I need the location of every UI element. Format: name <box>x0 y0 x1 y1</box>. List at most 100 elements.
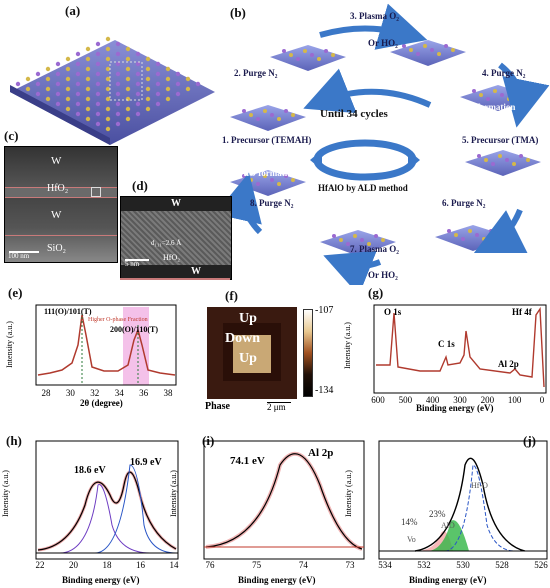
panel-j: (j) 534 532 530 528 526 Intensity (a.u.) Bin… <box>344 425 550 588</box>
atom-dot <box>115 111 121 117</box>
atom-dot <box>55 81 61 87</box>
atom-dot <box>115 81 121 87</box>
o1s-chart: 534 532 530 528 526 <box>378 440 548 570</box>
x-tick-label: 73 <box>346 560 356 570</box>
ald-cycle-diagram <box>214 3 550 285</box>
d-spacing-label: d₁₁₁=2.6 Å <box>151 239 182 247</box>
x-tick-label: 76 <box>206 560 216 570</box>
atom-dot <box>95 81 101 87</box>
ald-molecule <box>296 57 300 61</box>
atom-dot <box>35 71 41 77</box>
atom-dot <box>85 46 91 52</box>
atom-dot <box>135 101 141 107</box>
al2p-peak: 74.1 eV <box>230 455 265 467</box>
x-tick-label: 28 <box>42 388 52 398</box>
atom-dot <box>145 76 151 82</box>
atom-dot <box>105 76 111 82</box>
hf4f-chart: 22 20 18 16 14 <box>35 440 179 570</box>
ald-molecule <box>270 113 274 117</box>
crossbar-array-illustration <box>10 36 215 145</box>
hf4f-peak1: 18.6 eV <box>74 465 106 476</box>
ald-molecule <box>346 242 350 246</box>
atom-dot <box>75 91 81 97</box>
atom-dot <box>145 56 151 62</box>
panel-label-g: (g) <box>368 285 384 300</box>
atom-dot <box>115 61 121 67</box>
al2p-chart: 76 75 74 73 <box>203 440 365 570</box>
xrd-xlabel: 2θ (degree) <box>80 398 123 408</box>
atom-dot <box>145 66 151 72</box>
x-tick-label: 600 <box>371 395 385 405</box>
ald-molecule <box>277 182 281 186</box>
atom-dot <box>115 41 121 47</box>
atom-dot <box>175 71 181 77</box>
scale-bar-c: 100 nm <box>8 252 30 260</box>
atom-dot <box>155 101 161 107</box>
atom-dot <box>95 91 101 97</box>
o1s-vo: Vo <box>407 535 416 544</box>
ald-molecule <box>324 49 328 53</box>
ald-molecule <box>454 233 458 237</box>
atom-dot <box>105 116 111 122</box>
atom-dot <box>155 61 161 67</box>
atom-dot <box>165 86 171 92</box>
panel-f: (f) Up Down Up -107 -134 Phase 2 μm <box>195 285 365 415</box>
layer-w-bottom: W <box>51 209 62 221</box>
ald-molecule <box>486 97 490 101</box>
atom-dot <box>85 76 91 82</box>
atom-dot <box>165 76 171 82</box>
step-8-label: 8. Purge N₂ <box>250 198 294 208</box>
o1s-pct1: 14% <box>401 517 418 527</box>
ald-molecule <box>475 233 479 237</box>
atom-dot <box>65 56 71 62</box>
atom-dot <box>35 91 41 97</box>
atom-dot <box>135 71 141 77</box>
atom-dot <box>75 101 81 107</box>
d-bottom-w: W <box>191 266 201 277</box>
ald-molecule <box>484 158 488 162</box>
ald-molecule <box>284 109 288 113</box>
cbar-max: -107 <box>315 305 334 316</box>
layer-w-top: W <box>51 155 62 167</box>
atom-dot <box>155 71 161 77</box>
peak-hf4f: Hf 4f <box>512 307 532 317</box>
x-tick-label: 30 <box>66 388 76 398</box>
xrd-curve <box>37 314 176 376</box>
atom-dot <box>85 96 91 102</box>
ald-molecule <box>526 158 530 162</box>
xrd-annot-111: 111(O)/101(T) <box>44 307 92 316</box>
panel-c: (c) W HfO₂ W SiO₂ 100 nm <box>0 128 120 283</box>
ald-molecule <box>519 154 523 158</box>
atom-dot <box>125 66 131 72</box>
atom-dot <box>25 76 31 82</box>
atom-dot <box>95 111 101 117</box>
atom-dot <box>155 91 161 97</box>
atom-dot <box>95 41 101 47</box>
atom-dot <box>105 46 111 52</box>
atom-dot <box>105 56 111 62</box>
atom-dot <box>65 76 71 82</box>
atom-dot <box>115 91 121 97</box>
atom-dot <box>75 61 81 67</box>
ald-molecule <box>461 237 465 241</box>
d-top-w: W <box>171 198 181 209</box>
x-tick-label: 75 <box>252 560 262 570</box>
ald-molecule <box>512 162 516 166</box>
atom-dot <box>55 71 61 77</box>
pfm-name: Phase <box>205 401 230 412</box>
until-cycles-label: Until 34 cycles <box>320 108 388 120</box>
x-tick-label: 500 <box>399 395 413 405</box>
panel-e: (e) 28 30 32 34 36 38 Intensity (a.u.) 2θ (de… <box>0 285 185 415</box>
atom-dot <box>15 81 21 87</box>
panel-label-c: (c) <box>4 128 19 143</box>
scale-bar-f: 2 μm <box>267 402 286 412</box>
atom-dot <box>135 81 141 87</box>
atom-dot <box>125 116 131 122</box>
x-tick-label: 32 <box>90 388 99 398</box>
atom-dot <box>165 96 171 102</box>
atom-dot <box>85 106 91 112</box>
atom-dot <box>105 86 111 92</box>
ald-molecule <box>482 237 486 241</box>
pfm-down: Down <box>225 331 261 346</box>
atom-dot <box>95 61 101 67</box>
